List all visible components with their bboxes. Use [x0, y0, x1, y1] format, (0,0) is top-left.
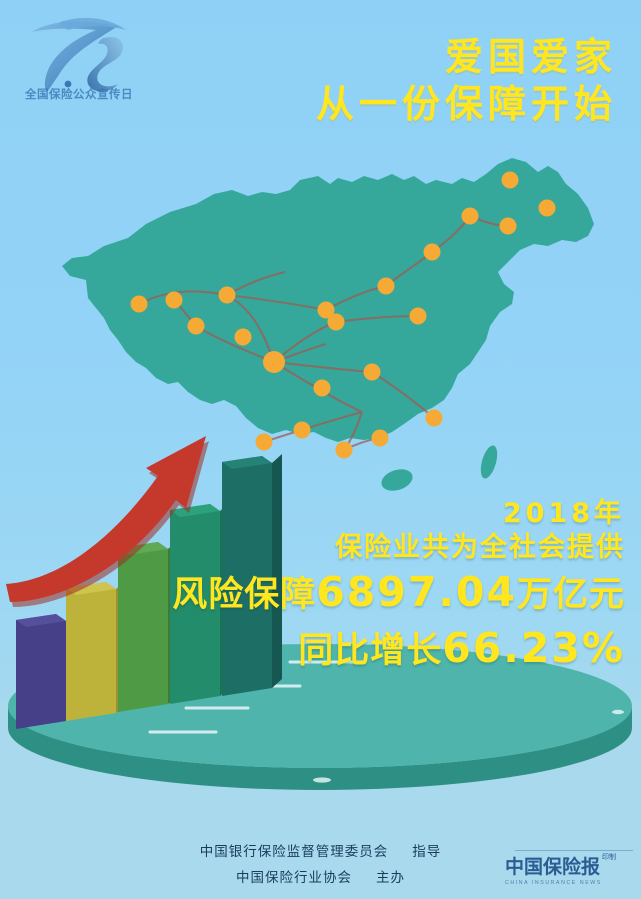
- map-node: [425, 409, 443, 427]
- metric-2-label: 同比增长: [298, 631, 443, 672]
- stats-metric-1: 风险保障6897.04万亿元: [172, 568, 625, 616]
- map-node: [377, 277, 395, 295]
- press-name: 中国保险报: [505, 856, 601, 878]
- stats-metric-2: 同比增长66.23%: [172, 624, 625, 672]
- map-node: [327, 313, 345, 331]
- map-node: [335, 441, 353, 459]
- map-node: [255, 433, 273, 451]
- metric-2-unit: %: [581, 624, 625, 673]
- map-node: [371, 429, 389, 447]
- press-logo: 中国保险报 印制 CHINA INSURANCE NEWS: [505, 852, 633, 886]
- press-mark: 印制: [602, 853, 617, 861]
- stats-year: 2018年: [502, 498, 625, 529]
- footer-role-2: 主办: [376, 869, 405, 886]
- map-node: [165, 291, 183, 309]
- footer-org-2: 中国保险行业协会: [236, 869, 352, 886]
- footer-credits: 中国银行保险监督管理委员会 指导 中国保险行业协会 主办: [0, 840, 641, 891]
- map-node: [501, 171, 519, 189]
- map-node: [538, 199, 556, 217]
- press-logo-divider: [515, 850, 633, 851]
- map-node: [234, 328, 252, 346]
- footer-row-1: 中国银行保险监督管理委员会 指导: [0, 840, 641, 866]
- map-node: [263, 351, 285, 373]
- stats-subtitle: 保险业共为全社会提供: [335, 531, 625, 563]
- map-node: [499, 217, 517, 235]
- logo-caption: 全国保险公众宣传日: [25, 87, 133, 101]
- growth-arrow-icon: [0, 380, 280, 630]
- map-node: [409, 307, 427, 325]
- map-node: [187, 317, 205, 335]
- map-node: [313, 379, 331, 397]
- bar-chart: [0, 440, 360, 760]
- headline: 爱国爱家 从一份保障开始: [316, 36, 617, 125]
- metric-2-value: 66.23: [442, 624, 582, 673]
- headline-line-2: 从一份保障开始: [315, 81, 617, 126]
- metric-1-label: 风险保障: [172, 574, 317, 615]
- anniversary-78-logo: [14, 8, 146, 108]
- china-map: [0, 150, 641, 550]
- headline-line-1: 爱国爱家: [444, 35, 617, 79]
- press-name-en: CHINA INSURANCE NEWS: [505, 880, 602, 886]
- map-node: [218, 286, 236, 304]
- footer-row-2: 中国保险行业协会 主办: [0, 866, 641, 892]
- bar-5: [222, 454, 282, 696]
- metric-1-unit: 万亿元: [516, 574, 625, 615]
- footer-role-1: 指导: [412, 844, 442, 860]
- map-node: [130, 295, 148, 313]
- map-node: [363, 363, 381, 381]
- footer-org-1: 中国银行保险监督管理委员会: [199, 844, 389, 860]
- metric-1-value: 6897.04: [316, 567, 517, 616]
- map-node: [461, 207, 479, 225]
- map-node: [317, 301, 335, 319]
- map-node: [423, 243, 441, 261]
- stats-block: 2018年 保险业共为全社会提供 风险保障6897.04万亿元 同比增长66.2…: [172, 498, 625, 672]
- map-node: [293, 421, 311, 439]
